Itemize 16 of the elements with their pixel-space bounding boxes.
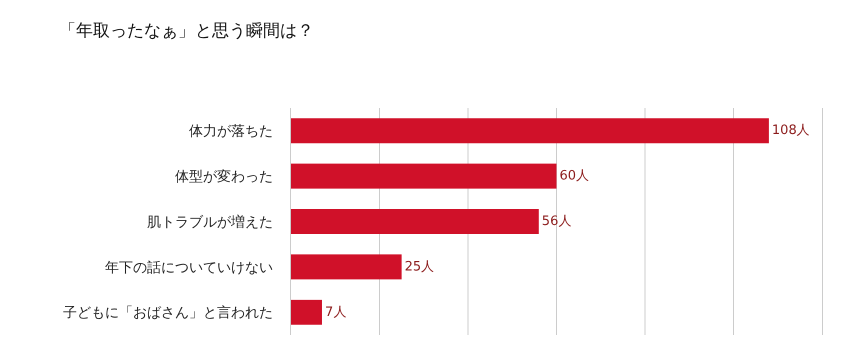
data-label: 56人: [542, 214, 572, 230]
data-label: 25人: [404, 259, 434, 274]
y-tick-label: 体型が変わった: [175, 169, 274, 185]
data-label: 7人: [324, 304, 346, 320]
bar: [291, 300, 322, 325]
chart-title: 「年取ったなぁ」と思う瞬間は？: [59, 21, 314, 42]
bar: [291, 254, 402, 280]
data-label: 108人: [772, 123, 810, 138]
data-label: 60人: [560, 168, 590, 184]
y-tick-label: 体力が落ちた: [189, 124, 274, 140]
y-tick-label: 年下の話についていけない: [105, 260, 274, 276]
bar: [291, 164, 556, 189]
y-tick-label: 子どもに「おばさん」と言われた: [63, 305, 274, 322]
bar: [291, 209, 539, 234]
bar: [291, 118, 769, 144]
y-tick-label: 肌トラブルが増えた: [147, 213, 274, 230]
